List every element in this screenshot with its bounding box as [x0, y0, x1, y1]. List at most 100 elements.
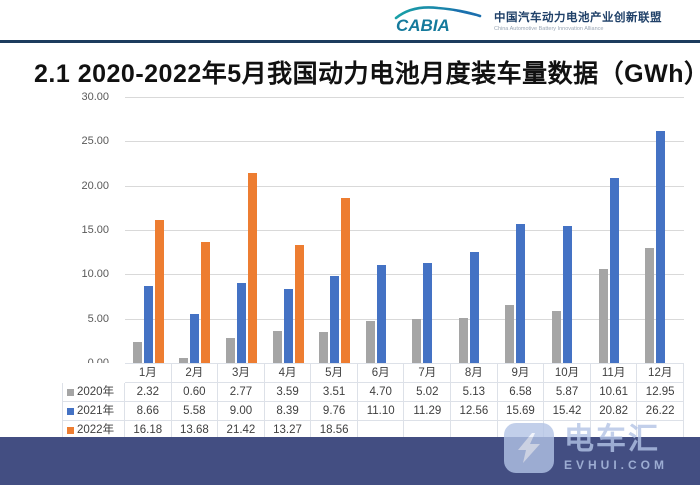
- y-tick-label: 25.00: [81, 135, 109, 148]
- value-2020年-7月: 5.02: [404, 383, 452, 402]
- bar-groups: [125, 97, 684, 363]
- bar-2020年-9月: [505, 304, 515, 363]
- bar-2021年-9月: [516, 223, 526, 363]
- bar-2021年-7月: [423, 262, 433, 363]
- bar-group-8月: [451, 97, 498, 363]
- bar-2021年-1月: [143, 286, 153, 363]
- gridline: [125, 141, 684, 143]
- bar-group-9月: [498, 97, 545, 363]
- bar-2020年-8月: [458, 317, 468, 363]
- y-tick-label: 20.00: [81, 179, 109, 192]
- value-2020年-9月: 6.58: [497, 383, 545, 402]
- bar-2022年-1月: [154, 219, 164, 363]
- bar-group-10月: [544, 97, 591, 363]
- month-header-10月: 10月: [544, 363, 591, 383]
- month-header-7月: 7月: [404, 363, 452, 383]
- value-2020年-6月: 4.70: [357, 383, 405, 402]
- cabia-logo-text: CABIA: [396, 16, 450, 35]
- org-names: 中国汽车动力电池产业创新联盟 China Automotive Battery …: [494, 9, 662, 32]
- bar-2020年-6月: [365, 321, 375, 363]
- value-2020年-2月: 0.60: [171, 383, 219, 402]
- plot-area: [125, 97, 684, 364]
- month-header-11月: 11月: [590, 363, 638, 383]
- y-tick-label: 15.00: [81, 224, 109, 236]
- value-2021年-10月: 15.42: [544, 402, 591, 421]
- bar-group-6月: [358, 97, 405, 363]
- value-2021年-1月: 8.66: [125, 402, 172, 421]
- bar-2020年-7月: [412, 318, 422, 363]
- bar-2020年-5月: [319, 331, 329, 363]
- value-2021年-7月: 11.29: [404, 402, 452, 421]
- org-name-cn: 中国汽车动力电池产业创新联盟: [494, 11, 662, 24]
- bar-2020年-1月: [132, 342, 142, 363]
- value-2020年-5月: 3.51: [311, 383, 358, 402]
- bar-2021年-2月: [190, 313, 200, 363]
- table-corner-cell: [62, 363, 125, 382]
- value-2021年-8月: 12.56: [451, 402, 498, 421]
- cabia-logo-icon: CABIA: [394, 6, 482, 35]
- bar-group-3月: [218, 97, 265, 363]
- data-table: 1月 2月 3月 4月 5月 6月 7月 8月 9月 10月 11月 12月 2020年 2.32 0.60…: [62, 363, 684, 440]
- month-header-4月: 4月: [264, 363, 312, 383]
- bar-group-11月: [591, 97, 638, 363]
- y-tick-label: 10.00: [81, 268, 109, 281]
- bar-2020年-4月: [272, 331, 282, 363]
- month-header-1月: 1月: [125, 363, 172, 383]
- value-2021年-2月: 5.58: [171, 402, 219, 421]
- page-title: 2.1 2020-2022年5月我国动力电池月度装车量数据（GWh）: [34, 60, 700, 88]
- y-tick-label: 30.00: [81, 91, 109, 103]
- bottom-bar: [0, 437, 700, 485]
- bar-2020年-2月: [179, 357, 189, 363]
- value-2021年-6月: 11.10: [357, 402, 405, 421]
- month-header-12月: 12月: [637, 363, 684, 383]
- month-header-2月: 2月: [171, 363, 219, 383]
- header-divider: [0, 40, 700, 43]
- org-name-en: China Automotive Battery Innovation Alli…: [494, 25, 604, 32]
- bar-2020年-3月: [225, 338, 235, 363]
- value-2021年-5月: 9.76: [311, 402, 358, 421]
- value-2020年-12月: 12.95: [637, 383, 684, 402]
- bar-2022年-5月: [341, 198, 351, 363]
- value-2021年-3月: 9.00: [218, 402, 265, 421]
- bar-group-5月: [311, 97, 358, 363]
- value-2020年-1月: 2.32: [125, 383, 172, 402]
- bar-2022年-4月: [294, 245, 304, 363]
- gridline: [125, 185, 684, 187]
- y-tick-label: 5.00: [87, 312, 109, 325]
- bar-group-7月: [404, 97, 451, 363]
- month-header-5月: 5月: [311, 363, 358, 383]
- month-header-9月: 9月: [497, 363, 545, 383]
- month-header-3月: 3月: [218, 363, 265, 383]
- legend-swatch-2021年: [67, 407, 74, 415]
- value-2020年-3月: 2.77: [218, 383, 265, 402]
- cabia-logo: CABIA 中国汽车动力电池产业创新联盟 China Automotive Ba…: [390, 4, 662, 36]
- value-2021年-12月: 26.22: [637, 402, 684, 421]
- bar-2021年-11月: [609, 178, 619, 363]
- bar-2021年-6月: [376, 264, 386, 363]
- bar-2021年-10月: [562, 226, 572, 363]
- month-header-6月: 6月: [357, 363, 405, 383]
- bar-2020年-10月: [551, 310, 561, 363]
- bar-group-4月: [265, 97, 312, 363]
- bar-2020年-11月: [598, 268, 608, 363]
- bar-2021年-12月: [656, 130, 666, 363]
- series-label-2021年: 2021年: [62, 402, 125, 421]
- series-label-2020年: 2020年: [62, 383, 125, 402]
- legend-swatch-2022年: [67, 426, 74, 434]
- value-2020年-11月: 10.61: [590, 383, 638, 402]
- value-2020年-10月: 5.87: [544, 383, 591, 402]
- value-2021年-9月: 15.69: [497, 402, 545, 421]
- bar-group-1月: [125, 97, 172, 363]
- legend-swatch-2020年: [67, 388, 74, 396]
- bar-group-12月: [637, 97, 684, 363]
- gridline: [125, 318, 684, 320]
- bar-2021年-3月: [236, 283, 246, 363]
- gridline: [125, 274, 684, 276]
- bar-2021年-5月: [330, 276, 340, 363]
- value-2020年-8月: 5.13: [451, 383, 498, 402]
- value-2021年-11月: 20.82: [590, 402, 638, 421]
- month-header-8月: 8月: [451, 363, 498, 383]
